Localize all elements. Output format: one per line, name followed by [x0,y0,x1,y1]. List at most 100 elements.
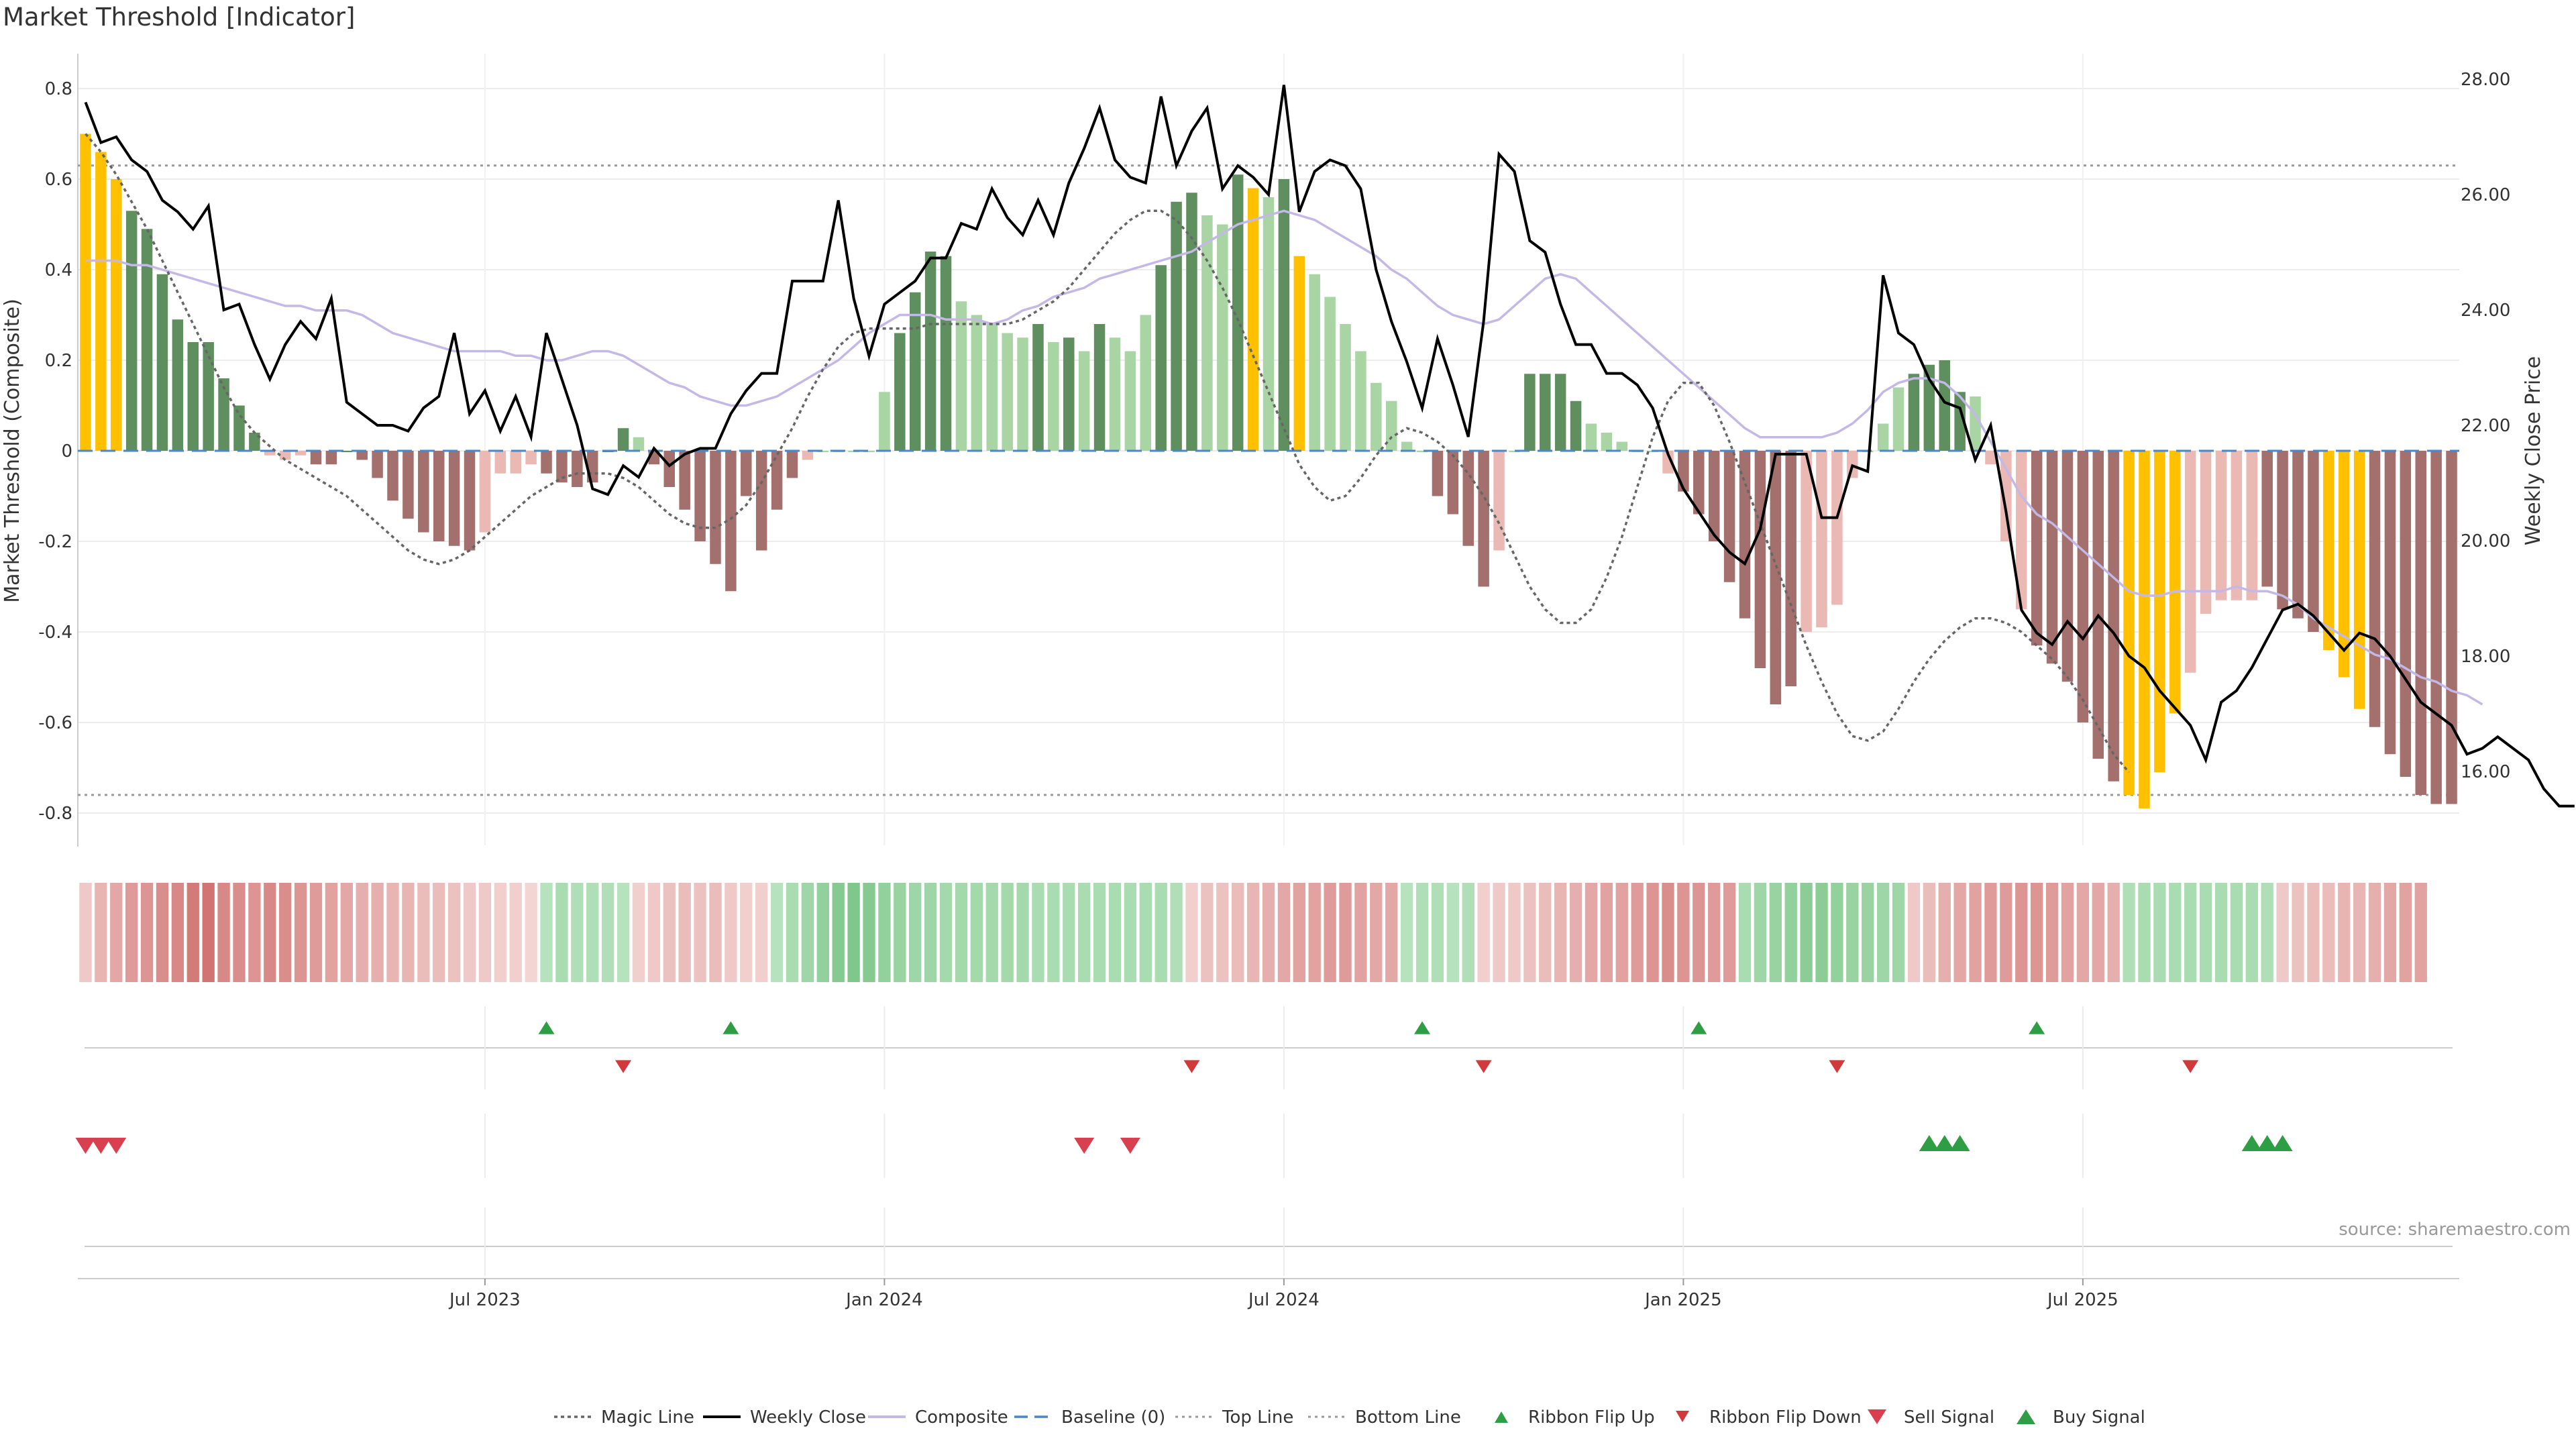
composite-bar [1801,451,1812,632]
composite-bar [1355,351,1366,451]
ribbon-cell [2292,883,2304,982]
composite-bar [2338,451,2350,678]
composite-bar [1032,324,1044,451]
composite-bar [1017,337,1028,451]
ribbon-cell [1815,883,1828,982]
composite-bar [1462,451,1474,546]
ribbon-cell [1400,883,1413,982]
composite-bar [2446,451,2457,804]
composite-bar [1708,451,1720,541]
ribbon-cell [402,883,415,982]
composite-line [85,209,2483,706]
composite-bar [863,451,875,452]
ribbon-cell [325,883,338,982]
ribbon-cell [1754,883,1767,982]
composite-bar [1816,451,1827,628]
composite-bar [2169,451,2181,714]
composite-bar [1340,324,1351,451]
composite-bar [1923,364,1935,451]
y-tick-label: 0.2 [45,351,72,371]
composite-bar [1093,324,1106,451]
ribbon-cell [1969,883,1982,982]
composite-bar [1247,188,1259,451]
ribbon-cell [1508,883,1521,982]
ribbon-cell [970,883,983,982]
ribbon-cell [632,883,645,982]
ribbon-cell [2322,883,2335,982]
composite-bar [1509,451,1520,452]
ribbon-cell [494,883,506,982]
ribbon-flip-up-marker [2029,1021,2045,1034]
composite-bar [2077,451,2089,722]
composite-bar [1540,374,1551,451]
legend-label: Ribbon Flip Down [1709,1407,1862,1428]
composite-bar [2261,451,2273,587]
ribbon-flip-down-marker [615,1060,632,1073]
composite-bar [479,451,491,533]
composite-bar [1201,215,1213,451]
ribbon-cell [171,883,184,982]
ribbon-cell [2245,883,2258,982]
chart-title: Market Threshold [Indicator] [3,3,356,32]
y-tick-label: -0.8 [38,804,72,824]
legend-label: Composite [915,1407,1008,1428]
ribbon-cell [1032,883,1044,982]
ribbon-cell [801,883,814,982]
composite-bar [264,451,276,455]
ribbon-cell [678,883,691,982]
ribbon-cell [2184,883,2197,982]
ribbon-cell [1662,883,1674,982]
composite-bar [971,315,983,451]
composite-bar [356,451,368,460]
ribbon-cell [1539,883,1552,982]
legend-swatch [2017,1409,2035,1424]
ribbon-cell [79,883,92,982]
composite-bar [2061,451,2074,682]
composite-bar [464,451,476,551]
composite-bar [1877,423,1889,451]
composite-bar [1278,179,1290,451]
ribbon-cell [1677,883,1690,982]
ribbon-cell [1047,883,1060,982]
y2-tick-label: 16.00 [2461,762,2510,782]
ribbon-cell [1170,883,1183,982]
ribbon-cell [2123,883,2135,982]
legend-label: Sell Signal [1904,1407,1994,1428]
composite-bar [710,451,721,564]
ribbon-cell [909,883,922,982]
x-tick-label: Jan 2025 [1644,1290,1722,1310]
ribbon-flip-up-marker [722,1021,739,1034]
composite-bar [2415,451,2426,795]
ribbon-cell [2368,883,2381,982]
composite-bar [203,342,214,451]
ribbon-cell [1093,883,1106,982]
ribbon-cell [2015,883,2028,982]
composite-bar [1739,451,1751,619]
composite-bar [755,451,767,551]
ribbon-cell [2092,883,2104,982]
ribbon-cell [217,883,230,982]
ribbon-cell [1800,883,1813,982]
composite-bar [2353,451,2365,709]
weekly-close-line [84,85,2575,808]
composite-bar [1662,451,1674,474]
composite-bar [2184,451,2196,673]
ribbon-cell [571,883,584,982]
y-tick-label: 0 [61,441,72,462]
composite-bar [1524,374,1536,451]
composite-bar [1309,274,1320,451]
ribbon-cell [1615,883,1628,982]
ribbon-flip-down-marker [2182,1060,2199,1073]
composite-bar [1385,400,1397,451]
ribbon-cell [1185,883,1198,982]
ribbon-cell [586,883,599,982]
composite-bar [1416,451,1428,452]
composite-bar [1186,193,1197,451]
y2-tick-label: 22.00 [2461,416,2510,436]
composite-bar [1124,351,1136,451]
composite-bar [402,451,414,519]
composite-bar [879,392,890,451]
y2-axis-label: Weekly Close Price [2522,356,2545,545]
composite-bar [572,451,583,487]
composite-bar [1324,297,1336,451]
